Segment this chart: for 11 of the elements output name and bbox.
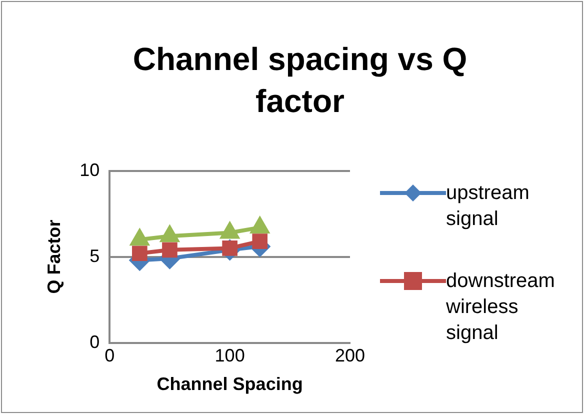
y-axis-title: Q Factor <box>44 220 64 294</box>
y-tick-label: 10 <box>80 160 100 180</box>
legend-label: downstream wireless signal <box>446 269 556 346</box>
x-tick-label: 0 <box>104 346 115 366</box>
legend-label: upstream signal <box>446 181 530 232</box>
x-axis-title: Channel Spacing <box>156 374 303 394</box>
x-tick-label: 100 <box>214 346 245 366</box>
y-tick-label: 5 <box>90 246 100 266</box>
y-tick-label: 0 <box>90 332 100 352</box>
x-tick-label: 200 <box>334 346 366 366</box>
chart-title: Channel spacing vs Q factor <box>132 40 468 121</box>
